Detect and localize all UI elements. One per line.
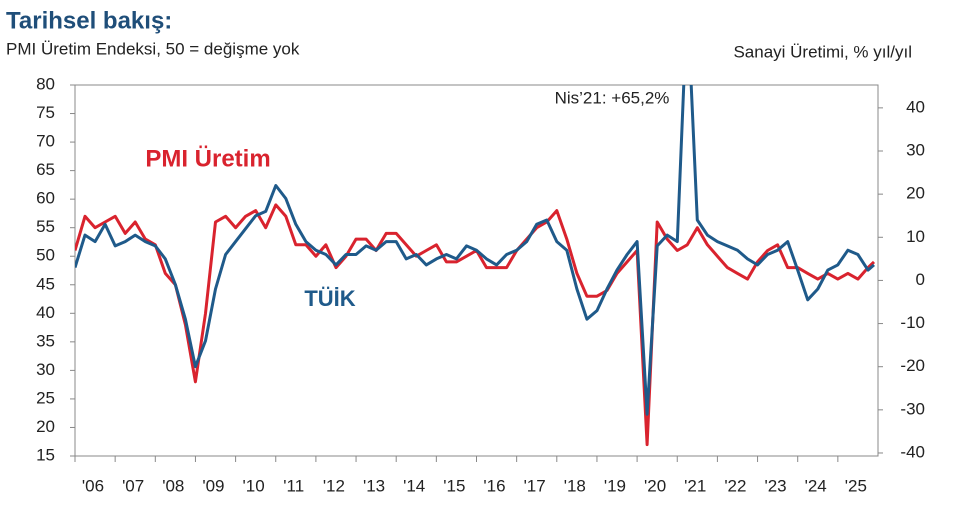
x-tick-label: '22 xyxy=(724,476,746,495)
x-tick-label: '19 xyxy=(604,476,626,495)
annotation: Nis’21: +65,2% xyxy=(555,88,670,107)
x-tick-label: '09 xyxy=(202,476,224,495)
y2-tick-label: -20 xyxy=(900,356,925,375)
y-tick-label: 70 xyxy=(36,132,55,151)
series-line xyxy=(75,203,876,447)
x-tick-label: '21 xyxy=(684,476,706,495)
y-tick-label: 60 xyxy=(36,189,55,208)
y2-tick-label: 20 xyxy=(906,184,925,203)
legend-label: TÜİK xyxy=(304,286,355,311)
x-tick-label: '07 xyxy=(122,476,144,495)
y2-tick-label: 0 xyxy=(916,270,925,289)
plot-frame xyxy=(74,84,879,457)
y-tick-label: 50 xyxy=(36,246,55,265)
y-tick-label: 35 xyxy=(36,331,55,350)
y2-tick-label: 30 xyxy=(906,140,925,159)
y-tick-label: 80 xyxy=(36,74,55,93)
x-tick-label: '18 xyxy=(564,476,586,495)
x-tick-label: '24 xyxy=(805,476,827,495)
x-tick-label: '25 xyxy=(845,476,867,495)
x-tick-label: '06 xyxy=(82,476,104,495)
series-line xyxy=(75,85,875,416)
y-tick-label: 30 xyxy=(36,360,55,379)
y2-tick-label: 10 xyxy=(906,227,925,246)
y-tick-label: 40 xyxy=(36,303,55,322)
y-tick-label: 45 xyxy=(36,274,55,293)
y2-axis-title: Sanayi Üretimi, % yıl/yıl xyxy=(733,42,912,61)
x-tick-label: '10 xyxy=(243,476,265,495)
y2-tick-label: -40 xyxy=(900,442,925,461)
x-tick-label: '13 xyxy=(363,476,385,495)
x-tick-label: '20 xyxy=(644,476,666,495)
x-tick-label: '23 xyxy=(764,476,786,495)
y-tick-label: 15 xyxy=(36,445,55,464)
y-tick-label: 20 xyxy=(36,417,55,436)
y-tick-label: 75 xyxy=(36,103,55,122)
x-tick-label: '17 xyxy=(524,476,546,495)
y2-tick-label: -10 xyxy=(900,313,925,332)
legend-label: PMI Üretim xyxy=(145,145,270,172)
x-tick-label: '14 xyxy=(403,476,425,495)
x-tick-label: '15 xyxy=(443,476,465,495)
y2-tick-label: 40 xyxy=(906,97,925,116)
chart-title: Tarihsel bakış: xyxy=(6,7,172,34)
chart-subtitle: PMI Üretim Endeksi, 50 = değişme yok xyxy=(6,39,300,58)
y-tick-label: 65 xyxy=(36,160,55,179)
x-tick-label: '11 xyxy=(283,476,304,495)
x-tick-label: '08 xyxy=(162,476,184,495)
x-tick-label: '16 xyxy=(483,476,505,495)
y2-tick-label: -30 xyxy=(900,399,925,418)
x-tick-label: '12 xyxy=(323,476,345,495)
y-tick-label: 25 xyxy=(36,388,55,407)
y-tick-label: 55 xyxy=(36,217,55,236)
